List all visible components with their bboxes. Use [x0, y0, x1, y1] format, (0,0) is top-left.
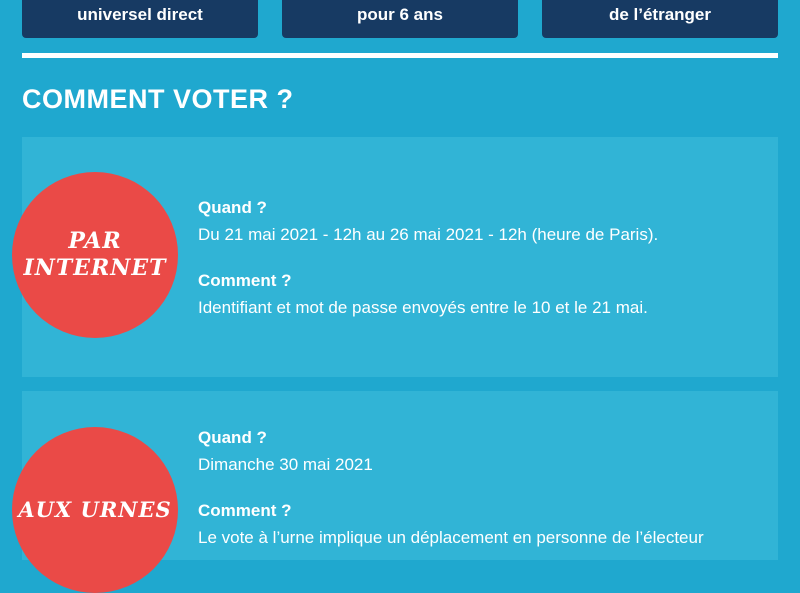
how-text: Identifiant et mot de passe envoyés entr…: [198, 297, 648, 317]
how-label: Comment ?: [198, 500, 292, 520]
badge-label: pour 6 ans: [357, 5, 443, 25]
method-badge-aux-urnes: AUX URNES: [12, 427, 178, 593]
method-badge-par-internet: PAR INTERNET: [12, 172, 178, 338]
when-label: Quand ?: [198, 198, 267, 217]
badge-row: universel direct pour 6 ans de l’étrange…: [0, 0, 800, 38]
badge-universel-direct: universel direct: [22, 0, 258, 38]
page-title: COMMENT VOTER ?: [22, 84, 294, 114]
badge-label: universel direct: [77, 5, 203, 25]
badge-pour-6-ans: pour 6 ans: [282, 0, 518, 38]
method-badge-line2: INTERNET: [23, 255, 167, 281]
method-badge-line1: AUX URNES: [18, 496, 172, 522]
how-label: Comment ?: [198, 270, 292, 290]
when-label: Quand ?: [198, 428, 267, 447]
when-text: Du 21 mai 2021 - 12h au 26 mai 2021 - 12…: [198, 225, 659, 244]
horizontal-divider: [22, 53, 778, 58]
when-text: Dimanche 30 mai 2021: [198, 455, 373, 474]
method-content-internet: Quand ? Du 21 mai 2021 - 12h au 26 mai 2…: [198, 198, 778, 320]
method-badge-line1: PAR: [68, 227, 122, 254]
method-content-urnes: Quand ? Dimanche 30 mai 2021 Comment ? L…: [198, 428, 778, 550]
how-text: Le vote à l’urne implique un déplacement…: [198, 527, 704, 547]
badge-label: de l’étranger: [608, 5, 712, 25]
badge-de-letranger: de l’étranger: [542, 0, 778, 38]
